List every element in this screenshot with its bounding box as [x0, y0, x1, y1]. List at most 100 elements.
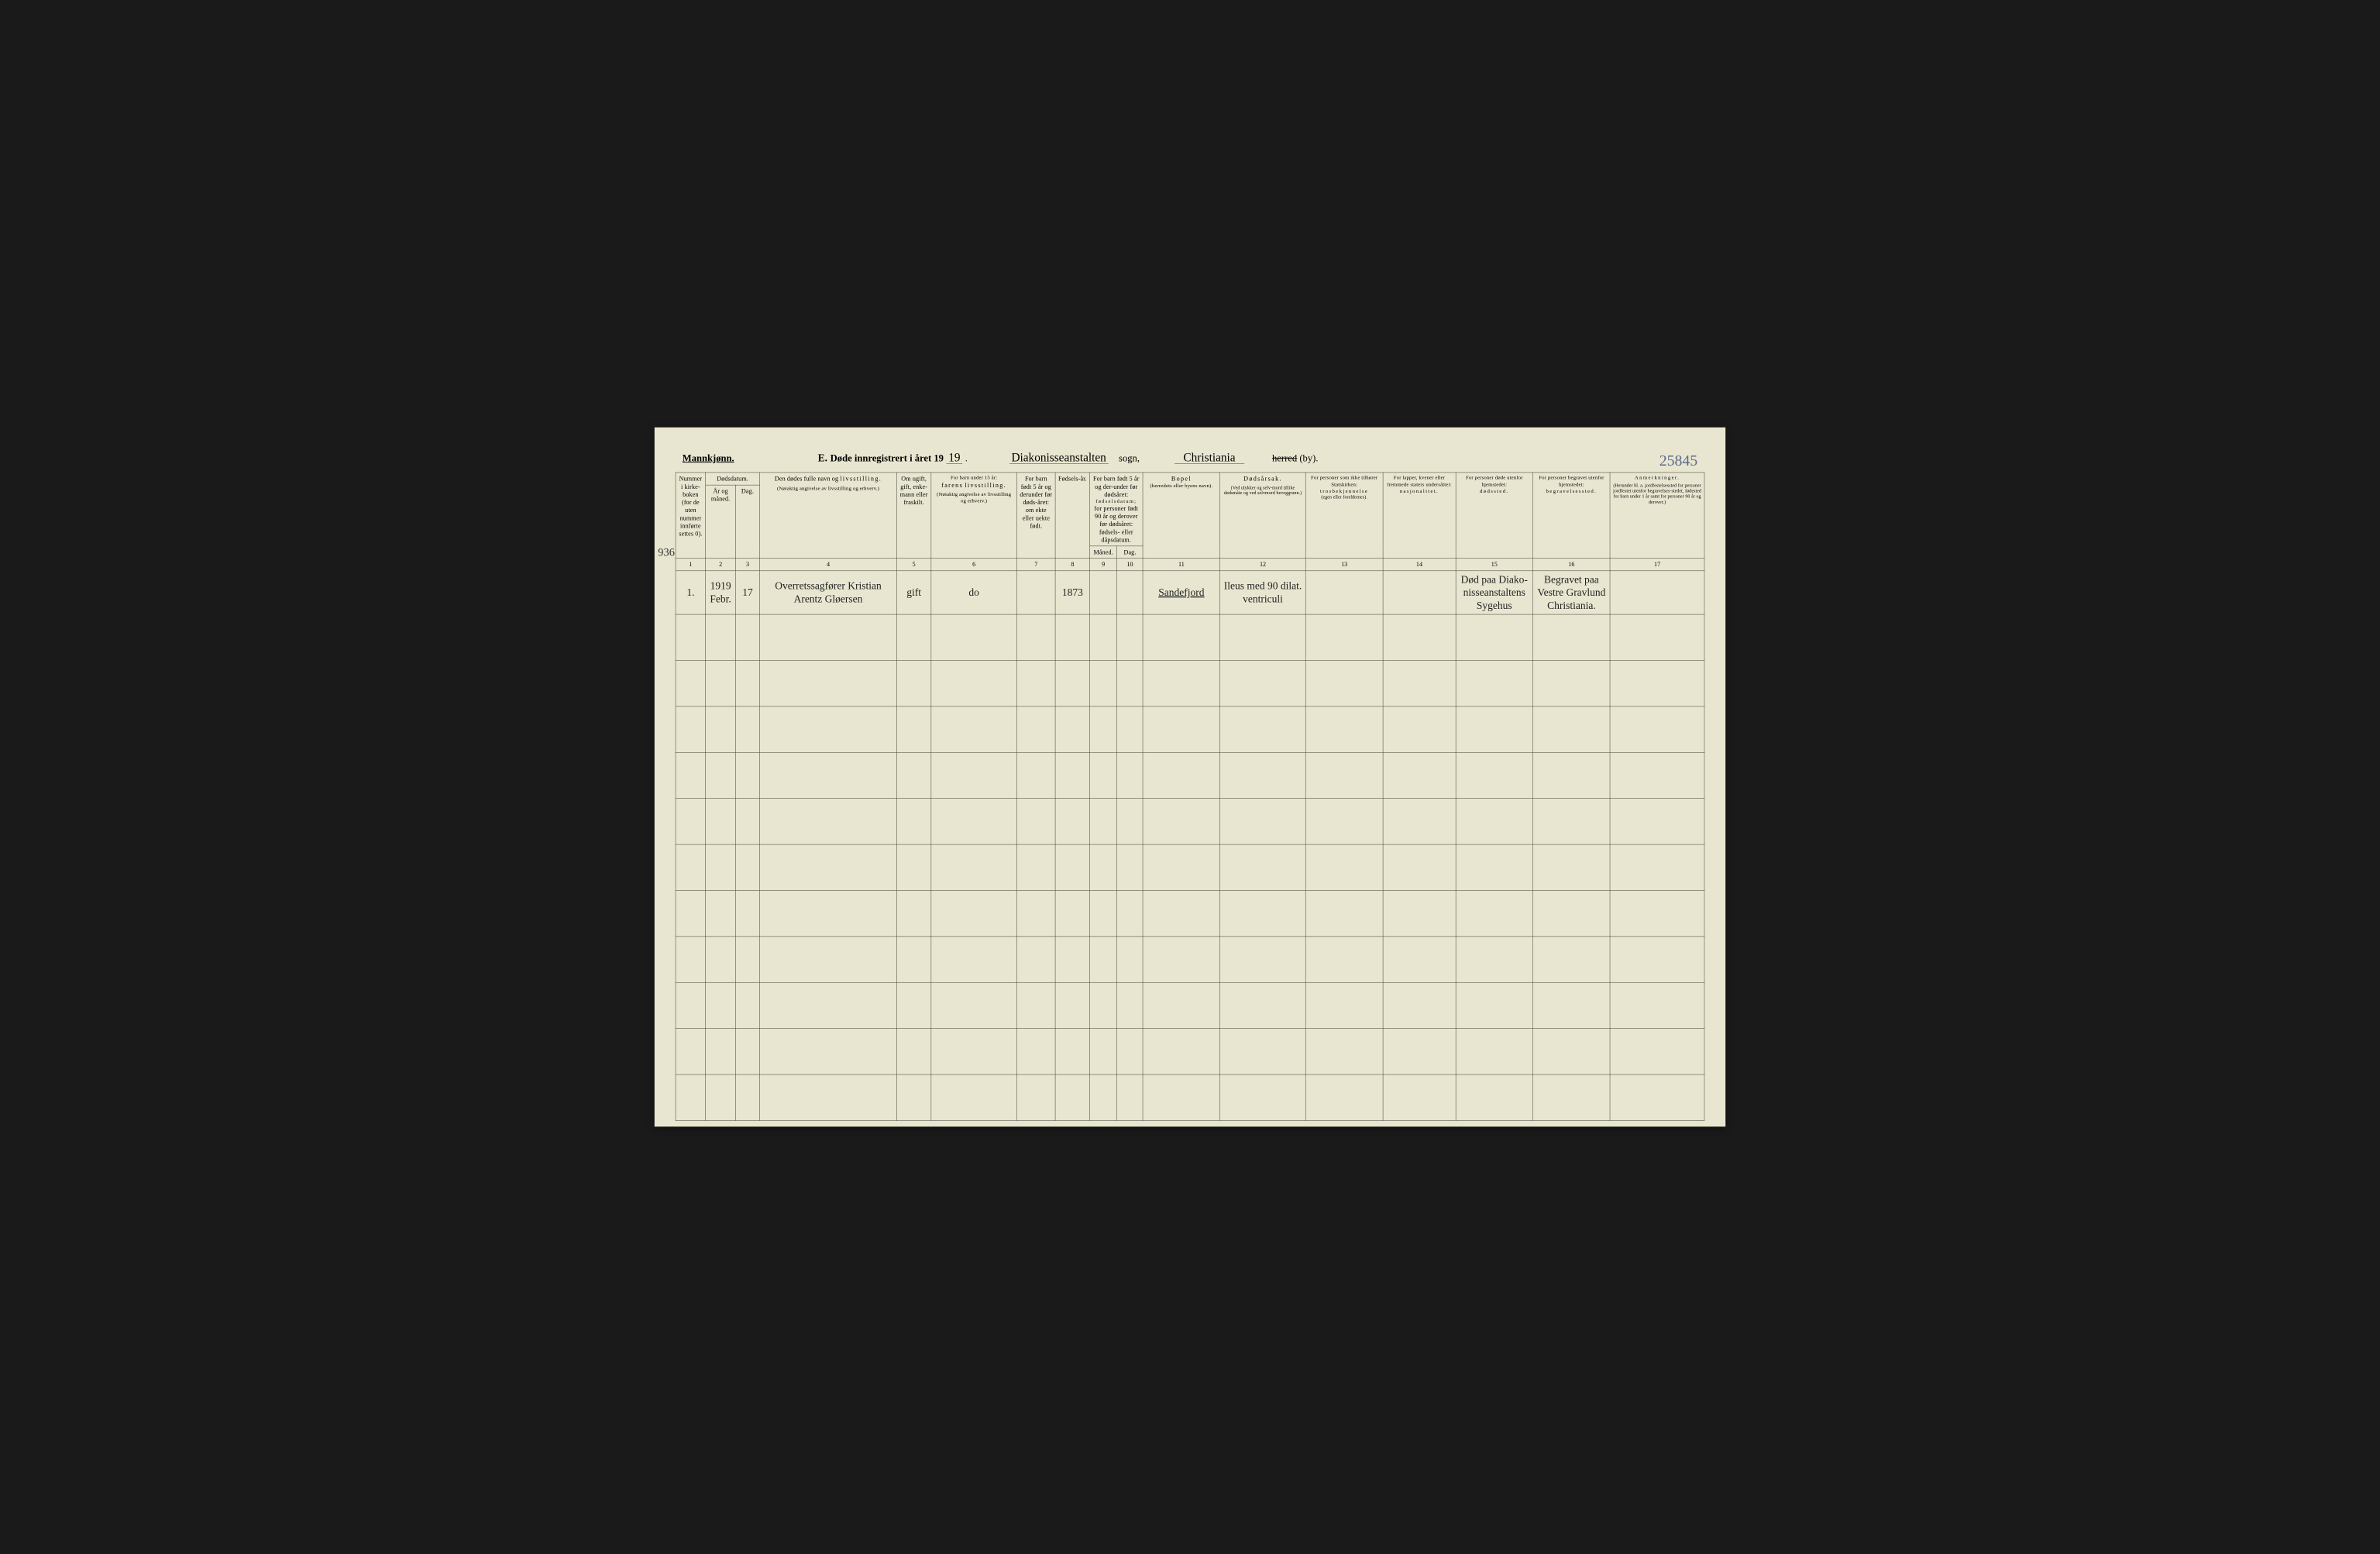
empty-cell [1089, 799, 1116, 844]
empty-cell [1055, 1074, 1089, 1120]
empty-cell [1089, 844, 1116, 890]
empty-cell [1383, 982, 1456, 1028]
empty-cell [706, 982, 736, 1028]
empty-cell [1117, 844, 1143, 890]
ledger-page: 25845 936 Mannkjønn. E. Døde innregistre… [655, 428, 1725, 1127]
empty-cell [1055, 752, 1089, 798]
empty-cell [1117, 982, 1143, 1028]
empty-cell [1383, 1029, 1456, 1074]
hdr-parent: For barn under 15 år: farens livsstillin… [931, 473, 1017, 559]
cell-faith [1305, 571, 1383, 614]
table-row [676, 752, 1704, 798]
empty-cell [1089, 614, 1116, 660]
section-title: Døde innregistrert i året 19 [831, 453, 944, 464]
empty-cell [1305, 614, 1383, 660]
hdr-rem-l2: (Herunder bl. a. jordfestelsessted for p… [1612, 483, 1702, 504]
empty-cell [1533, 937, 1611, 982]
colnum: 4 [759, 559, 896, 571]
empty-cell [706, 799, 736, 844]
empty-cell [1016, 752, 1055, 798]
empty-cell [1220, 844, 1306, 890]
empty-cell [1220, 937, 1306, 982]
empty-cell [676, 937, 706, 982]
cell-cause: Ileus med 90 dilat. ventriculi [1220, 571, 1306, 614]
empty-cell [1456, 752, 1533, 798]
hdr-nat-l2: nasjonalitet. [1385, 488, 1453, 494]
hdr-parent-l2b: livsstilling. [965, 482, 1006, 489]
empty-cell [1143, 707, 1220, 752]
empty-cell [1383, 890, 1456, 936]
empty-cell [931, 660, 1017, 706]
empty-cell [1143, 752, 1220, 798]
hdr-deathplace: For personer døde utenfor hjemstedet: dø… [1456, 473, 1533, 559]
hdr-birth-month: Måned. [1089, 546, 1116, 559]
hdr-res-l2: (herredets eller byens navn). [1145, 483, 1218, 489]
empty-cell [1055, 1029, 1089, 1074]
cell-year-month: 1919 Febr. [706, 571, 736, 614]
cell-burial: Begravet paa Vestre Gravlund Christiania… [1533, 571, 1611, 614]
empty-cell [1143, 1029, 1220, 1074]
empty-cell [1117, 1029, 1143, 1074]
empty-cell [1456, 614, 1533, 660]
hdr-deathdate: Dødsdatum. [706, 473, 760, 485]
empty-cell [1610, 844, 1704, 890]
hdr-faith: For personer som ikke tilhører Statskirk… [1305, 473, 1383, 559]
empty-cell [1220, 752, 1306, 798]
empty-cell [897, 844, 931, 890]
empty-cell [706, 614, 736, 660]
empty-cell [1117, 890, 1143, 936]
empty-cell [735, 1074, 759, 1120]
hdr-dp-l1: For personer døde utenfor hjemstedet: [1458, 475, 1531, 488]
empty-cell [676, 1074, 706, 1120]
empty-cell [1456, 799, 1533, 844]
colnum: 10 [1117, 559, 1143, 571]
empty-cell [1533, 660, 1611, 706]
empty-cell [1117, 660, 1143, 706]
empty-cell [1143, 890, 1220, 936]
period: . [965, 453, 968, 464]
colnum: 11 [1143, 559, 1220, 571]
empty-cell [931, 1074, 1017, 1120]
empty-cell [1089, 707, 1116, 752]
empty-cell [1456, 1029, 1533, 1074]
empty-cell [1016, 1029, 1055, 1074]
hdr-birth-day: Dag. [1117, 546, 1143, 559]
empty-cell [1143, 799, 1220, 844]
hdr-year-month: År og måned. [706, 485, 736, 559]
empty-cell [1533, 1074, 1611, 1120]
empty-cell [735, 614, 759, 660]
empty-cell [1533, 890, 1611, 936]
empty-cell [897, 1074, 931, 1120]
cell-status: gift [897, 571, 931, 614]
empty-cell [1383, 844, 1456, 890]
empty-cell [931, 844, 1017, 890]
hdr-parent-l3: (Nøiaktig angivelse av livsstilling og e… [934, 491, 1015, 504]
colnum: 7 [1016, 559, 1055, 571]
hdr-faith-l2: trosbekjennelse [1308, 488, 1381, 494]
table-row [676, 660, 1704, 706]
empty-cell [1305, 660, 1383, 706]
empty-cell [1456, 1074, 1533, 1120]
empty-cell [897, 1029, 931, 1074]
empty-cell [1016, 660, 1055, 706]
empty-cell [1383, 707, 1456, 752]
empty-cell [1456, 707, 1533, 752]
empty-cell [1016, 844, 1055, 890]
empty-cell [735, 660, 759, 706]
empty-cell [1305, 799, 1383, 844]
hdr-parent-l2a: farens [941, 482, 963, 489]
empty-cell [706, 890, 736, 936]
empty-cell [1055, 844, 1089, 890]
gender-label: Mannkjønn. [683, 453, 734, 464]
empty-cell [759, 937, 896, 982]
empty-cell [735, 890, 759, 936]
empty-cell [1456, 660, 1533, 706]
empty-cell [706, 752, 736, 798]
colnum: 5 [897, 559, 931, 571]
empty-cell [759, 707, 896, 752]
empty-cell [1533, 982, 1611, 1028]
hdr-residence: Bopel (herredets eller byens navn). [1143, 473, 1220, 559]
empty-cell [1089, 660, 1116, 706]
colnum: 8 [1055, 559, 1089, 571]
empty-cell [931, 799, 1017, 844]
